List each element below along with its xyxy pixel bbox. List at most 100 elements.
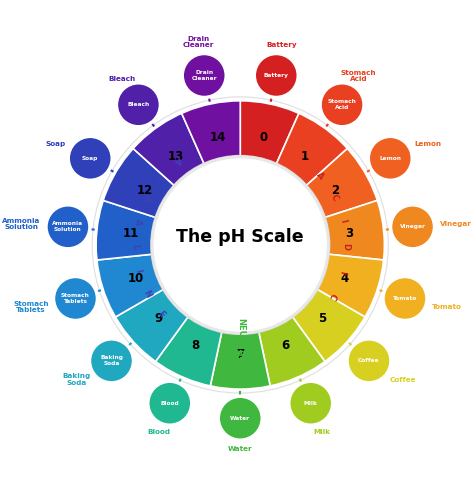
Text: Coffee: Coffee <box>358 358 380 364</box>
Text: Lemon: Lemon <box>379 156 401 161</box>
Text: Battery: Battery <box>264 73 289 78</box>
Text: A: A <box>133 218 143 226</box>
Circle shape <box>148 382 191 424</box>
Text: Vinegar: Vinegar <box>440 221 472 227</box>
Circle shape <box>152 157 328 333</box>
Text: 11: 11 <box>123 227 139 240</box>
Text: Coffee: Coffee <box>390 376 416 382</box>
Text: 8: 8 <box>191 339 200 352</box>
Circle shape <box>117 84 160 126</box>
Circle shape <box>46 206 89 248</box>
Text: 3: 3 <box>346 227 354 240</box>
Text: Blood: Blood <box>147 428 170 434</box>
Text: D: D <box>341 243 350 250</box>
Text: 2: 2 <box>331 184 339 196</box>
Text: 5: 5 <box>318 312 326 325</box>
Text: Lemon: Lemon <box>414 142 441 148</box>
Text: I: I <box>338 219 347 224</box>
Circle shape <box>253 52 300 99</box>
Circle shape <box>146 380 193 427</box>
Text: Soap: Soap <box>46 142 66 148</box>
Circle shape <box>150 155 330 335</box>
Wedge shape <box>240 100 300 164</box>
Text: Stomach
Acid: Stomach Acid <box>328 100 356 110</box>
Text: I: I <box>134 268 143 274</box>
Text: 10: 10 <box>128 272 144 285</box>
Circle shape <box>90 340 133 382</box>
Text: Bleach: Bleach <box>109 76 136 82</box>
Circle shape <box>255 54 298 97</box>
Text: Water: Water <box>228 446 253 452</box>
Text: NEUTRAL: NEUTRAL <box>236 318 245 362</box>
Text: The pH Scale: The pH Scale <box>176 228 304 246</box>
Text: I: I <box>337 270 346 275</box>
Text: Tomato: Tomato <box>393 296 417 301</box>
Text: 6: 6 <box>281 339 289 352</box>
Text: Blood: Blood <box>160 400 179 406</box>
Text: Baking
Soda: Baking Soda <box>63 373 91 386</box>
Text: A: A <box>173 155 183 166</box>
Wedge shape <box>292 289 366 362</box>
Text: Baking
Soda: Baking Soda <box>100 356 123 366</box>
Text: Stomach
Tablets: Stomach Tablets <box>13 300 49 314</box>
Circle shape <box>183 54 226 97</box>
Circle shape <box>91 96 389 394</box>
Text: 14: 14 <box>209 131 226 144</box>
Circle shape <box>345 337 393 384</box>
Text: Drain
Cleaner: Drain Cleaner <box>191 70 217 81</box>
Text: Water: Water <box>230 416 250 420</box>
Text: C: C <box>327 291 338 301</box>
Text: Ammonia
Solution: Ammonia Solution <box>2 218 40 230</box>
Circle shape <box>52 274 99 322</box>
Circle shape <box>369 137 411 180</box>
Text: E: E <box>156 310 167 320</box>
Text: K: K <box>140 194 151 203</box>
Circle shape <box>181 52 228 99</box>
Wedge shape <box>317 254 385 318</box>
Text: Soap: Soap <box>82 156 99 161</box>
Circle shape <box>389 203 436 250</box>
Circle shape <box>321 84 364 126</box>
Circle shape <box>219 397 262 440</box>
Circle shape <box>115 81 162 128</box>
Text: 1: 1 <box>301 150 309 162</box>
Circle shape <box>366 134 414 182</box>
Text: A: A <box>314 170 325 181</box>
Circle shape <box>290 382 332 424</box>
Text: 9: 9 <box>155 312 163 325</box>
Circle shape <box>381 274 429 322</box>
Text: Battery: Battery <box>267 42 297 48</box>
Text: 7: 7 <box>236 348 244 362</box>
Text: Tomato: Tomato <box>431 304 461 310</box>
Text: L: L <box>130 244 139 249</box>
Circle shape <box>44 203 91 250</box>
Wedge shape <box>324 200 386 260</box>
Wedge shape <box>181 100 240 164</box>
Circle shape <box>287 380 335 427</box>
Text: Milk: Milk <box>313 428 330 434</box>
Text: Milk: Milk <box>304 400 318 406</box>
Wedge shape <box>210 331 271 390</box>
Circle shape <box>319 81 366 128</box>
Text: 12: 12 <box>137 184 153 196</box>
Text: Bleach: Bleach <box>128 102 149 108</box>
Text: C: C <box>328 192 339 202</box>
Wedge shape <box>258 316 326 387</box>
Text: N: N <box>142 289 153 300</box>
Circle shape <box>348 340 390 382</box>
Circle shape <box>54 277 97 320</box>
Text: 13: 13 <box>168 150 184 162</box>
Circle shape <box>384 277 426 320</box>
Circle shape <box>88 337 135 384</box>
Wedge shape <box>102 148 175 218</box>
Wedge shape <box>306 148 379 218</box>
Text: 0: 0 <box>259 131 267 144</box>
Circle shape <box>66 134 114 182</box>
Circle shape <box>69 137 111 180</box>
Wedge shape <box>276 112 348 186</box>
Text: Drain
Cleaner: Drain Cleaner <box>183 36 214 49</box>
Wedge shape <box>95 200 156 260</box>
Wedge shape <box>114 289 189 362</box>
Wedge shape <box>132 112 204 186</box>
Text: Vinegar: Vinegar <box>400 224 426 230</box>
